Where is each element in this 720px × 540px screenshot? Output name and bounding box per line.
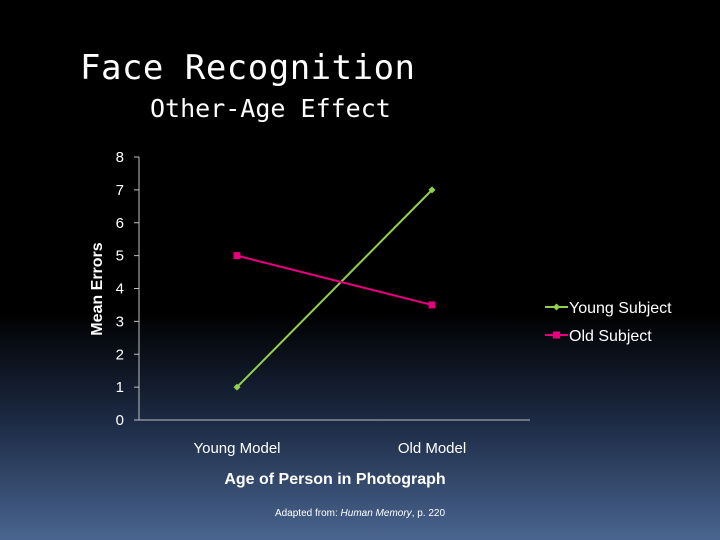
legend-label-young-subject: Young Subject [569, 300, 672, 317]
chart-axes [134, 156, 530, 421]
source-citation: Adapted from: Human Memory, p. 220 [0, 508, 720, 519]
young-subject-point [233, 383, 241, 391]
slide-subtitle: Other-Age Effect [150, 94, 391, 123]
old-subject-point [233, 252, 241, 260]
y-tick-label: 1 [116, 379, 124, 396]
legend-marker-young-subject [553, 303, 560, 311]
y-tick-label: 7 [116, 182, 124, 199]
y-tick-label: 6 [116, 215, 124, 232]
y-tick-labels: 0 1 2 3 4 5 6 7 8 [116, 149, 124, 429]
y-tick-label: 4 [116, 281, 124, 298]
young-subject-point [428, 186, 436, 194]
x-tick-label: Young Model [193, 440, 280, 457]
citation-source: Human Memory [340, 508, 412, 519]
citation-suffix: , p. 220 [411, 508, 446, 519]
y-tick-label: 2 [116, 346, 124, 363]
chart-legend: Young Subject Old Subject [545, 300, 672, 345]
x-tick-label: Old Model [398, 440, 466, 457]
y-tick-label: 5 [116, 248, 124, 265]
old-subject-point [428, 301, 436, 309]
slide-title: Face Recognition [80, 48, 416, 88]
x-tick-labels: Young Model Old Model [193, 440, 466, 457]
legend-marker-old-subject [553, 331, 560, 339]
legend-label-old-subject: Old Subject [569, 328, 652, 345]
y-tick-label: 3 [116, 313, 124, 330]
old-subject-line [236, 254, 433, 306]
y-tick-label: 8 [116, 149, 124, 166]
citation-prefix: Adapted from: [274, 508, 341, 519]
x-axis-title: Age of Person in Photograph [224, 471, 445, 488]
y-axis-title: Mean Errors [89, 242, 106, 335]
chart-series [233, 186, 436, 391]
y-tick-label: 0 [116, 412, 124, 429]
young-subject-line [236, 189, 433, 388]
